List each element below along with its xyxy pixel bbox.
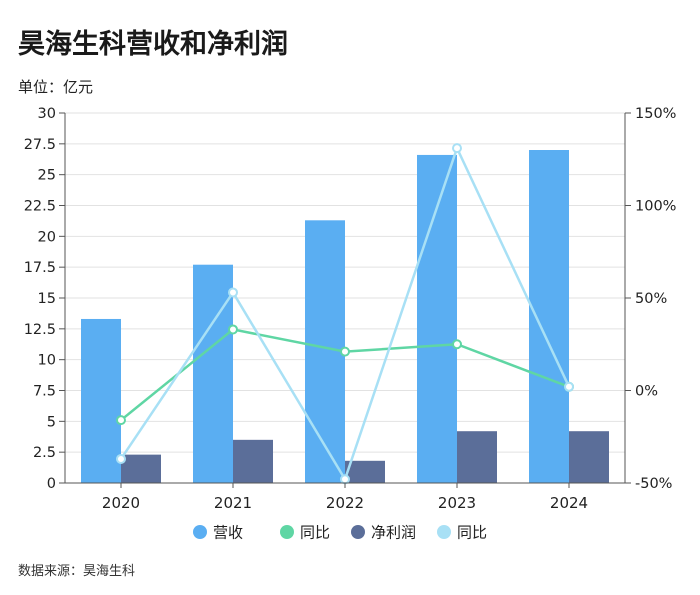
x-tick-label: 2022 (326, 494, 364, 512)
y-left-tick-label: 30 (38, 106, 56, 122)
y-left-tick-label: 12.5 (24, 322, 56, 338)
bar-revenue (81, 318, 121, 483)
growth-point (452, 143, 462, 154)
growth-point (116, 453, 126, 464)
y-right-tick-label: 100% (635, 199, 676, 215)
growth-point (340, 474, 350, 485)
y-left-tick-label: 17.5 (24, 260, 56, 276)
y-left-tick-label: 5 (47, 414, 56, 430)
legend-label: 净利润 (371, 524, 416, 542)
unit-label: 单位：亿元 (18, 78, 94, 96)
legend-marker (193, 525, 207, 539)
growth-point (340, 346, 350, 357)
y-right-tick-label: 50% (635, 291, 667, 307)
y-left-tick-label: 0 (47, 476, 56, 492)
x-tick-label: 2020 (102, 494, 140, 512)
bar-net-profit (121, 454, 161, 483)
legend-marker (280, 525, 294, 539)
bar-revenue (193, 264, 233, 483)
legend-label: 营收 (213, 524, 243, 542)
legend-marker (437, 525, 451, 539)
growth-point (452, 339, 462, 350)
growth-point (564, 381, 574, 392)
y-left-tick-label: 25 (38, 168, 56, 184)
x-tick-label: 2024 (550, 494, 588, 512)
y-left-tick-label: 10 (38, 353, 56, 369)
growth-point (228, 287, 238, 298)
y-left-tick-label: 20 (38, 229, 56, 245)
bar-revenue (305, 220, 345, 484)
growth-point (228, 324, 238, 335)
legend-label: 同比 (457, 524, 487, 542)
y-left-tick-label: 7.5 (33, 384, 56, 400)
bar-net-profit (569, 431, 609, 483)
bar-net-profit (457, 431, 497, 483)
x-tick-label: 2021 (214, 494, 252, 512)
legend-marker (351, 525, 365, 539)
y-right-tick-label: 150% (635, 106, 676, 122)
bar-series (81, 150, 609, 484)
y-right-tick-label: -50% (635, 476, 672, 492)
y-left-tick-label: 27.5 (24, 137, 56, 153)
y-left-tick-label: 22.5 (24, 199, 56, 215)
bar-net-profit (345, 460, 385, 483)
y-left-tick-label: 15 (38, 291, 56, 307)
line-series (116, 143, 574, 485)
y-right-tick-label: 0% (635, 384, 658, 400)
x-tick-label: 2023 (438, 494, 476, 512)
legend: 营收 同比 净利润 同比 (193, 524, 487, 542)
growth-point (116, 415, 126, 426)
axes: 0 2.5 5 7.5 10 12.5 15 17.5 20 22.5 25 27.5 30 -50% 0%… (24, 106, 677, 512)
chart-title: 昊海生科营收和净利润 (18, 29, 288, 60)
y-left-tick-label: 2.5 (33, 445, 56, 461)
legend-label: 同比 (300, 524, 330, 542)
bar-net-profit (233, 439, 273, 483)
data-source: 数据来源：昊海生科 (18, 564, 136, 579)
